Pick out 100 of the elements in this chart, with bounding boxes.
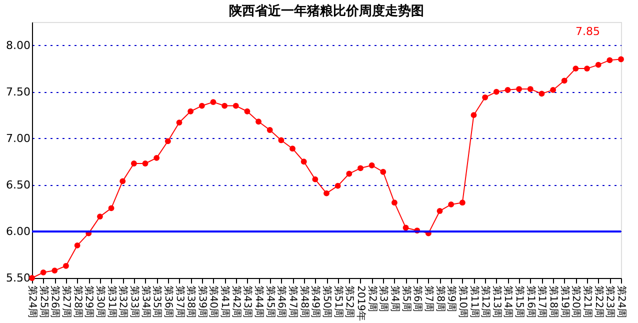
x-tick-label: 第42周 — [230, 286, 242, 318]
point — [290, 146, 296, 152]
x-tick-label: 第33周 — [128, 286, 140, 318]
point — [550, 87, 556, 93]
x-tick-label: 第24周 — [616, 286, 628, 318]
x-tick-label: 第45周 — [264, 286, 276, 318]
point — [154, 154, 160, 161]
x-tick-label: 第16周 — [524, 286, 537, 318]
x-tick-label: 第39周 — [196, 286, 208, 318]
x-tick-label: 第15周 — [514, 286, 526, 318]
point — [198, 102, 205, 109]
x-tick-label: 第19周 — [558, 286, 571, 318]
x-tick-label: 第50周 — [321, 286, 333, 318]
x-tick-label: 第18周 — [548, 286, 560, 318]
x-tick-label: 第13周 — [490, 286, 503, 318]
x-tick-label: 2019年 — [354, 286, 367, 321]
point — [324, 190, 330, 196]
x-tick-label: 第3周 — [378, 286, 390, 312]
point — [516, 86, 522, 92]
x-tick-label: 第29周 — [83, 286, 96, 318]
y-tick-label: 8.00 — [6, 38, 30, 52]
point — [595, 62, 602, 68]
x-tick-label: 第52周 — [344, 286, 356, 318]
point — [74, 242, 80, 248]
point — [97, 214, 103, 220]
point — [572, 66, 579, 72]
point — [188, 108, 194, 114]
x-tick-label: 第30周 — [94, 286, 106, 318]
x-tick-label: 第36周 — [162, 286, 174, 318]
point — [63, 262, 69, 269]
point — [256, 118, 262, 125]
x-tick-label: 第27周 — [60, 286, 72, 318]
x-tick-label: 第32周 — [117, 286, 130, 318]
point — [538, 90, 545, 97]
point — [402, 224, 409, 231]
x-tick-label: 第43周 — [242, 286, 254, 318]
annotation: 7.85 — [576, 25, 600, 38]
x-tick-label: 第4周 — [388, 286, 401, 312]
point — [606, 57, 613, 64]
point — [40, 269, 46, 276]
y-tick-label: 5.50 — [6, 272, 30, 284]
x-tick-label: 第17周 — [536, 286, 548, 318]
y-tick-label: 7.00 — [6, 132, 30, 145]
point — [380, 168, 386, 175]
x-tick-label: 第40周 — [208, 286, 220, 318]
x-tick-label: 第20周 — [570, 286, 582, 318]
point — [493, 88, 500, 95]
x-tick-label: 第12周 — [480, 286, 492, 318]
x-tick-label: 第2周 — [366, 286, 378, 312]
point — [300, 158, 307, 165]
point — [459, 200, 466, 206]
x-tick-label: 第6周 — [412, 286, 424, 312]
x-tick-label: 第26周 — [49, 286, 62, 318]
x-tick-label: 第23周 — [604, 286, 616, 318]
point — [52, 268, 58, 274]
point — [334, 182, 341, 189]
x-tick-label: 第31周 — [106, 286, 118, 318]
x-tick-label: 第35周 — [151, 286, 164, 318]
point — [278, 137, 284, 144]
x-tick-label: 第34周 — [140, 286, 152, 318]
x-tick-label: 第11周 — [468, 286, 480, 318]
x-tick-label: 第14周 — [502, 286, 514, 318]
x-tick-label: 第22周 — [592, 286, 605, 318]
point — [130, 160, 137, 166]
point — [108, 205, 114, 212]
x-tick-label: 第38周 — [185, 286, 198, 318]
point — [346, 170, 352, 177]
x-tick-label: 第48周 — [298, 286, 310, 318]
y-tick-label: 6.50 — [6, 178, 30, 192]
x-tick-label: 第49周 — [310, 286, 322, 318]
point — [436, 208, 443, 214]
x-tick-label: 第46周 — [276, 286, 288, 318]
x-tick-label: 第37周 — [174, 286, 186, 318]
x-tick-label: 第5周 — [400, 286, 412, 312]
point — [470, 112, 477, 118]
x-tick-label: 第25周 — [38, 286, 50, 318]
point — [244, 108, 250, 114]
point — [618, 56, 624, 62]
x-tick-label: 第9周 — [446, 286, 458, 312]
point — [448, 202, 454, 208]
point — [504, 87, 511, 93]
x-tick-label: 第7周 — [422, 286, 435, 312]
point — [176, 120, 182, 126]
point — [164, 138, 171, 144]
chart-title: 陕西省近一年猪粮比价周度走势图 — [229, 3, 424, 19]
x-tick-label: 第8周 — [434, 286, 446, 312]
point — [232, 102, 239, 109]
point — [266, 127, 273, 133]
point — [392, 200, 398, 206]
point — [120, 178, 126, 184]
point — [561, 78, 568, 84]
point — [222, 102, 228, 109]
x-tick-label: 第28周 — [72, 286, 84, 318]
x-tick-label: 第51周 — [332, 286, 344, 318]
x-tick-label: 第44周 — [253, 286, 266, 318]
y-tick-label: 7.50 — [6, 85, 30, 98]
x-tick-label: 第47周 — [287, 286, 300, 318]
point — [312, 176, 318, 182]
x-tick-label: 第10周 — [456, 286, 469, 318]
point — [142, 160, 148, 166]
